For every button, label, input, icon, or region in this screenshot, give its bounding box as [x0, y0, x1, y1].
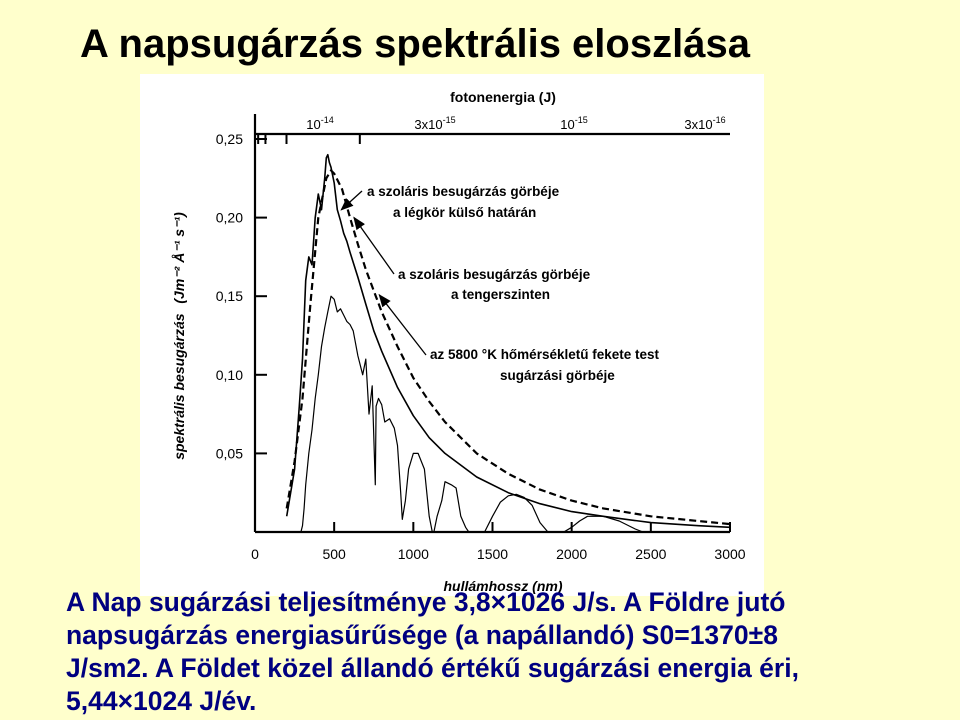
annotation-sealevel-line1: a szoláris besugárzás görbéje: [398, 267, 591, 282]
top-tick-label: 3x10-16: [684, 115, 725, 132]
annotation-arrow: [378, 293, 427, 356]
y-tick-label: 0,15: [216, 288, 243, 304]
x-tick-label: 0: [251, 546, 259, 562]
series-line-sea_level: [300, 295, 730, 533]
x-tick-label: 500: [322, 546, 346, 562]
svg-text:a szoláris besugárzás görbéje: a szoláris besugárzás görbéje a légkör k…: [367, 184, 563, 220]
caption-line-3: J/sm2. A Földet közel állandó értékű sug…: [66, 653, 799, 683]
caption-line-1: A Nap sugárzási teljesítménye 3,8×1026 J…: [66, 587, 786, 617]
x-tick-label: 2000: [556, 546, 587, 562]
y-tick-label: 0,05: [216, 445, 243, 461]
x-tick-label: 1500: [477, 546, 508, 562]
top-axis-title: fotonenergia (J): [450, 89, 556, 105]
caption-line-2: napsugárzás energiasűrűsége (a napálland…: [66, 620, 778, 650]
y-axis-unit: (Jm⁻² Å⁻¹ s⁻¹): [171, 212, 187, 304]
x-tick-label: 3000: [714, 546, 745, 562]
top-tick-label: 10-14: [306, 115, 333, 132]
top-tick-label: 3x10-15: [414, 115, 455, 132]
y-tick-label: 0,10: [216, 367, 243, 383]
annotation-sealevel-line2: a tengerszinten: [451, 287, 550, 302]
annotation-arrow: [340, 190, 363, 211]
svg-text:spektrális besugárzás: spektrális besugárzás (Jm⁻² Å⁻¹ s⁻¹): [171, 212, 187, 460]
annotation-blackbody-line1: az 5800 °K hőmérsékletű fekete test: [430, 347, 660, 362]
annotation-blackbody-line2: sugárzási görbéje: [500, 368, 615, 383]
spectrum-chart: 0,05 0,10 0,15 0,20 0,25 0 500 1000 1500 2000 2500…: [140, 74, 764, 596]
series-line-extraterrestrial: [285, 153, 731, 529]
svg-text:a szoláris besugárzás görbéje: a szoláris besugárzás görbéje a tengersz…: [398, 267, 594, 302]
caption-text: A Nap sugárzási teljesítménye 3,8×1026 J…: [66, 586, 946, 718]
svg-text:az 5800 °K hőmérsékletű fekete: az 5800 °K hőmérsékletű fekete test sugá…: [430, 347, 663, 383]
series-line-blackbody: [285, 169, 731, 526]
caption-line-4: 5,44×1024 J/év.: [66, 686, 257, 716]
x-tick-label: 2500: [635, 546, 666, 562]
annotation-extraterrestrial-line2: a légkör külső határán: [393, 205, 536, 220]
annotation-extraterrestrial-line1: a szoláris besugárzás görbéje: [367, 184, 560, 199]
slide-title: A napsugárzás spektrális eloszlása: [80, 22, 750, 66]
x-axis-title: hullámhossz (nm): [443, 578, 562, 594]
x-tick-label: 1000: [398, 546, 429, 562]
spectrum-chart-svg: 0,05 0,10 0,15 0,20 0,25 0 500 1000 1500 2000 2500…: [171, 89, 746, 594]
top-tick-label: 10-15: [560, 115, 587, 132]
y-tick-label: 0,25: [216, 131, 243, 147]
annotation-arrow: [353, 216, 395, 275]
y-tick-label: 0,20: [216, 210, 243, 226]
y-axis-title: spektrális besugárzás: [171, 313, 187, 460]
